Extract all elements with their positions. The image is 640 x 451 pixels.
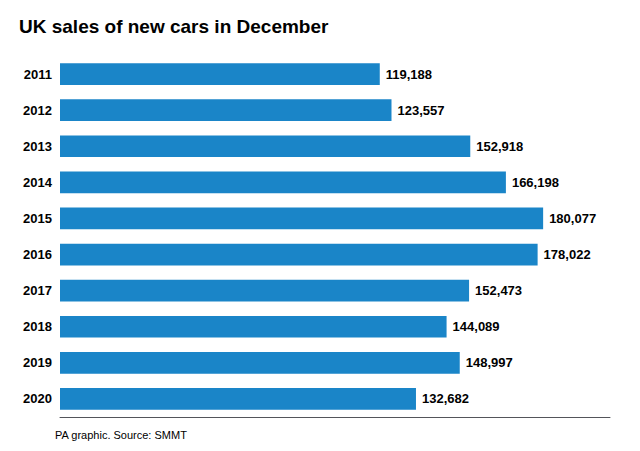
svg-text:166,198: 166,198	[512, 175, 559, 190]
svg-text:2018: 2018	[23, 319, 52, 334]
svg-text:119,188: 119,188	[386, 67, 432, 82]
svg-text:2014: 2014	[23, 175, 53, 190]
svg-text:144,089: 144,089	[453, 319, 500, 334]
svg-text:132,682: 132,682	[422, 391, 469, 406]
svg-text:178,022: 178,022	[544, 247, 591, 262]
svg-text:180,077: 180,077	[549, 211, 596, 226]
svg-text:2017: 2017	[23, 283, 52, 298]
svg-text:2013: 2013	[23, 139, 52, 154]
svg-text:UK sales of new cars in Decemb: UK sales of new cars in December	[19, 16, 329, 37]
svg-text:152,473: 152,473	[475, 283, 522, 298]
svg-text:2015: 2015	[23, 211, 52, 226]
svg-text:152,918: 152,918	[476, 139, 523, 154]
svg-text:2019: 2019	[23, 355, 52, 370]
svg-text:2012: 2012	[23, 103, 52, 118]
svg-text:2016: 2016	[23, 247, 52, 262]
svg-text:123,557: 123,557	[397, 103, 444, 118]
svg-text:PA graphic. Source: SMMT: PA graphic. Source: SMMT	[55, 429, 187, 441]
svg-text:148,997: 148,997	[466, 355, 513, 370]
svg-text:2011: 2011	[24, 67, 52, 82]
svg-text:2020: 2020	[23, 391, 52, 406]
